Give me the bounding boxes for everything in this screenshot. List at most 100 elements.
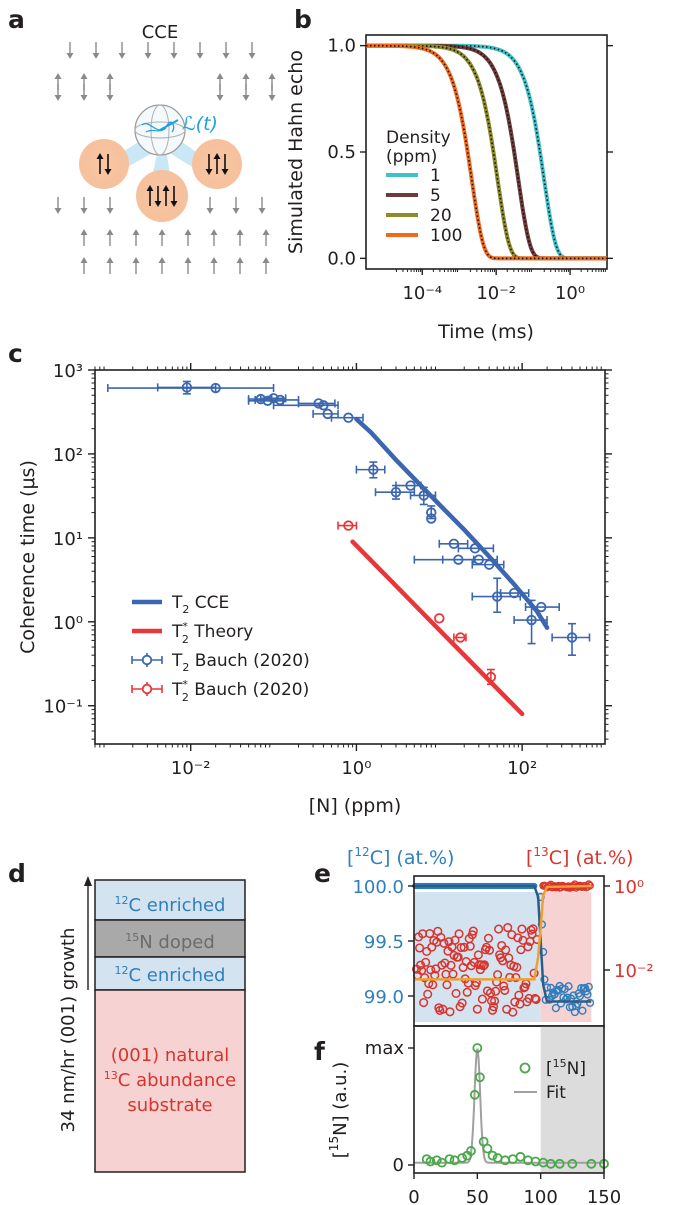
e-13c-point [490,996,500,1006]
f-data-point [444,1154,455,1165]
c-data-point [485,671,497,683]
e-left-tick-label: 99.0 [364,987,404,1008]
cluster-spin-arrow-head [213,153,221,159]
f-data-point [425,1156,436,1167]
layer-15n-doped [94,919,246,958]
e-12c-point [564,982,573,991]
c-data-point [426,513,437,524]
panel-c-lines [350,416,550,717]
c-data-point [343,412,354,423]
f-data-point [436,1157,447,1168]
c-data-point [566,632,578,643]
f-data-point [554,1158,565,1169]
bath-spin-arrow-head [258,208,266,214]
bath-spin-arrow-head [80,208,88,214]
c-data-point [405,480,416,491]
f-data-point [487,1150,498,1161]
c-legend-marker-swatch [141,654,153,666]
c-data-point [469,543,481,554]
e-13c-point [416,960,426,970]
panel-c-coherence-chart: 10⁻² 10⁰ 10² 10⁻¹ 10⁰ 10¹ 10² 10³ Coherence tim… [17,361,612,817]
e-13c-point [440,958,450,968]
e-13c-point [421,957,431,967]
bath-spin-arrow-head [262,257,270,263]
bath-spin-arrow-head [216,95,224,101]
panel-c-legend: T2 CCE T* 2 Theory T2 Bauch (2020) T* 2 Bauch… [131,593,310,704]
e-13c-point [465,941,475,951]
f-shaded-region [540,1026,604,1173]
e-13c-point [473,950,483,960]
e-13c-point [468,926,478,936]
e-13c-point [500,985,510,995]
panel-c-ticks: 10⁻² 10⁰ 10² 10⁻¹ 10⁰ 10¹ 10² 10³ [43,361,612,779]
f-x-tick-label: 150 [587,1187,621,1205]
bath-spin-arrow-head [210,229,218,235]
panel-b-hahn-echo-chart: 10⁻⁴ 10⁻² 10⁰ 0.0 0.5 1.0 Simulated Hahn echo… [285,34,613,343]
bath-spin-arrow-head [196,53,204,59]
c-x-tick-label: 10² [507,758,537,779]
layer-middle-label: 15N doped [125,931,215,953]
f-data-point [482,1143,493,1154]
bath-spin-arrow-head [54,73,62,79]
e-13c-fit [414,884,592,981]
panel-f-legend: [15N] Fit [514,1057,586,1103]
bath-spin-arrow-head [132,257,140,263]
e-13c-point [419,998,429,1008]
e-13c-point [584,880,593,889]
c-data-point [368,464,379,475]
e-right-tick-label: 10⁰ [614,877,644,898]
e-13c-point [445,1007,455,1017]
e-12c-point [578,1006,587,1015]
e-13c-point [527,929,537,939]
bath-spin-arrow-head [236,257,244,263]
f-data-point [586,1158,597,1169]
e-13c-point [531,994,541,1005]
cluster-bottom [136,170,188,222]
f-data-point [515,1151,526,1162]
bath-spin-arrow-head [54,95,62,101]
e-13c-point [508,1007,518,1017]
e-13c-point [528,924,538,934]
b-y-tick-label: 0.0 [327,248,356,269]
panel-e-right-label: [13C] (at.%) [526,845,633,869]
b-x-tick-label: 10⁻² [476,283,516,304]
e-13c-point [510,997,520,1007]
f-data-point [472,1043,483,1053]
panel-b-ticks: 10⁻⁴ 10⁻² 10⁰ 0.0 0.5 1.0 [327,36,613,304]
e-right-tick-label: 10⁻² [614,961,654,982]
c-data-point [483,559,495,570]
cluster-spin-arrow-head [96,153,104,159]
bath-spin-arrow-head [268,73,276,79]
panel-letter-a: a [8,5,25,34]
bath-spin-arrow-head [106,73,114,79]
bath-spin-arrows [54,42,276,274]
c-data-point [318,400,329,411]
c-data-point [313,398,324,409]
bath-spin-arrow-head [80,73,88,79]
c-data-point [426,507,437,518]
e-13c-point [439,938,449,948]
e-12c-point [584,982,593,991]
c-x-tick-label: 10⁻² [171,758,211,779]
b-legend-label: 20 [430,206,452,226]
c-legend-label: T* 2 Theory [171,620,253,646]
c-data-point [491,591,503,602]
bath-spin-arrow-head [184,229,192,235]
bath-spin-arrow-head [222,53,230,59]
e-13c-point [479,960,489,970]
e-13c-point [428,980,438,990]
c-data-point [343,520,354,531]
e-12c-point [540,975,549,984]
e-13c-point [454,929,464,939]
panel-a-title: CCE [142,22,179,43]
c-data-point [210,382,221,394]
e-13c-point [457,998,467,1008]
panel-c-points [107,380,591,686]
layer-top-label: 12C enriched [115,894,226,916]
c-y-tick-label: 10⁰ [53,613,83,634]
e-13c-point [530,993,540,1003]
growth-rate-label: 34 nm/hr (001) growth [58,928,79,1133]
c-data-point [536,601,547,613]
c-legend-label: T2 Bauch (2020) [171,651,310,674]
